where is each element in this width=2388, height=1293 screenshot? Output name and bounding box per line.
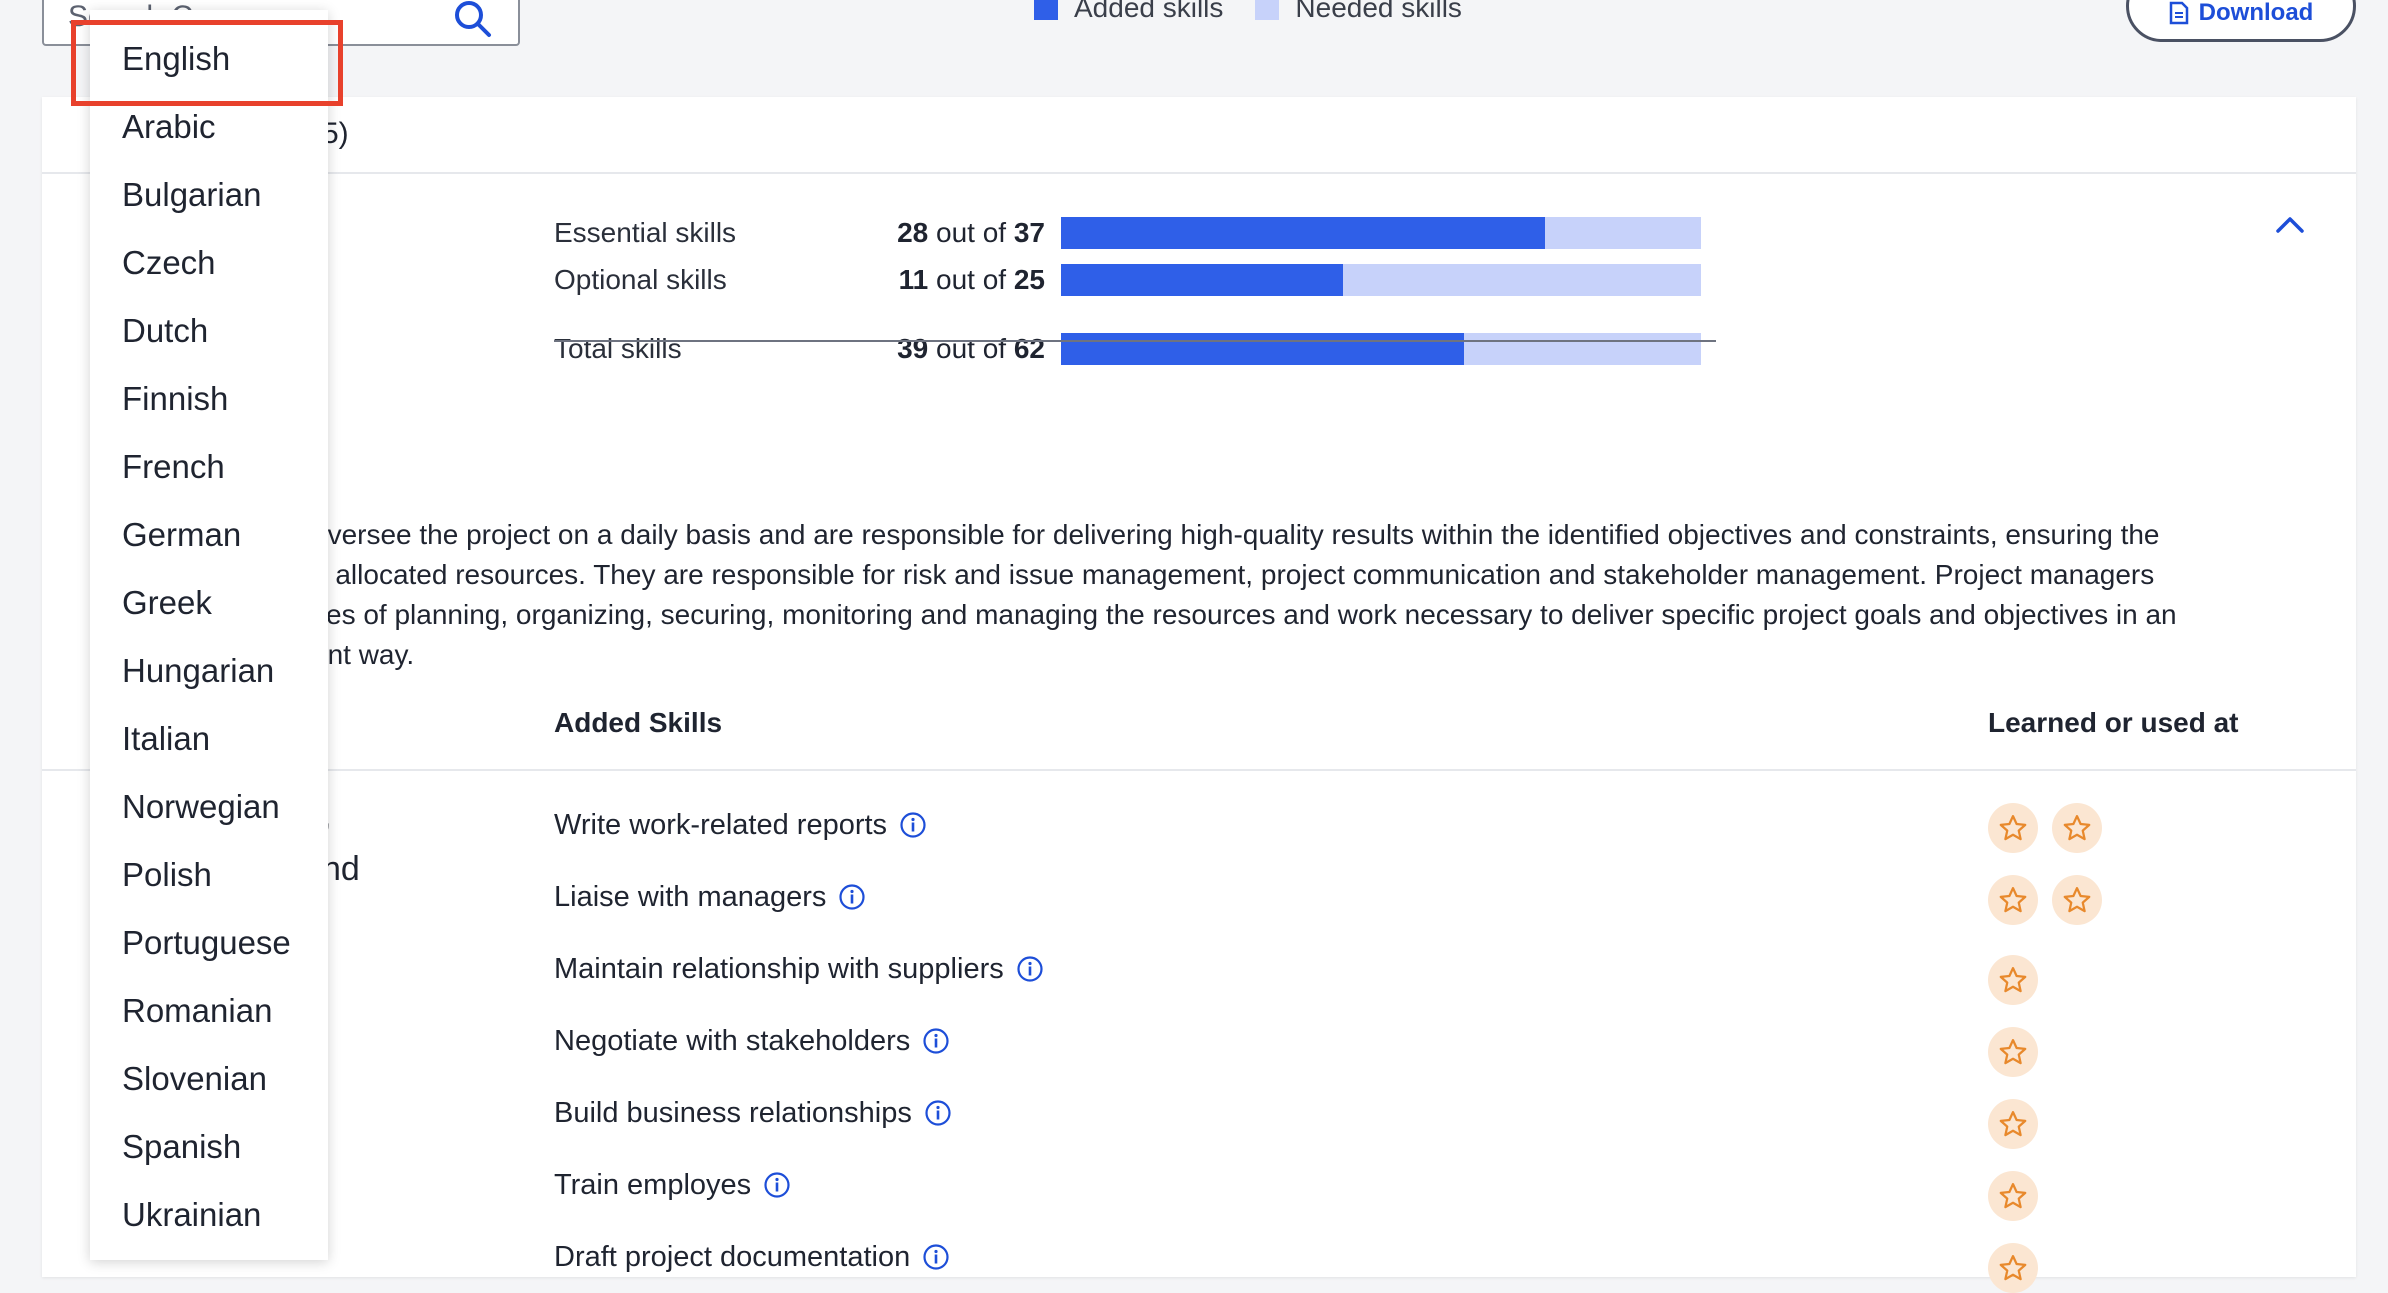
added-skill-name: Maintain relationship with suppliers [554,952,1004,985]
search-icon[interactable] [452,0,492,38]
skill-bar-track [1061,217,1701,249]
legend-needed: Needed skills [1255,0,1462,24]
skill-bar-count: 39 out of 62 [897,333,1045,364]
description-line: ent way. [312,639,415,670]
description-line: oversee the project on a daily basis and… [312,519,2160,550]
skill-bar-count: 11 out of 25 [898,264,1045,295]
added-skill-row: Train employes [554,1165,791,1205]
info-icon[interactable] [910,1027,950,1055]
language-option-slovenian[interactable]: Slovenian [122,1060,267,1097]
language-option-french[interactable]: French [122,448,225,485]
skill-bar-row: Optional skills 11 out of 25 [554,260,1701,300]
info-icon[interactable] [910,1243,950,1271]
info-icon[interactable] [912,1099,952,1127]
language-option-bulgarian[interactable]: Bulgarian [122,176,262,213]
star-icon[interactable] [2052,803,2102,853]
language-option-german[interactable]: German [122,516,242,553]
card-header: 5) [42,97,2356,174]
language-option-polish[interactable]: Polish [122,856,212,893]
language-option-norwegian[interactable]: Norwegian [122,788,280,825]
info-icon[interactable] [826,883,866,911]
legend-needed-label: Needed skills [1295,0,1462,23]
star-icon[interactable] [2052,875,2102,925]
added-skill-row: Draft project documentation [554,1237,950,1277]
star-icon[interactable] [1988,1027,2038,1077]
added-skill-name: Negotiate with stakeholders [554,1024,911,1057]
language-option-arabic[interactable]: Arabic [122,108,216,145]
added-skill-name: Build business relationships [554,1096,912,1129]
language-option-hungarian[interactable]: Hungarian [122,652,275,689]
language-option-portuguese[interactable]: Portuguese [122,924,291,961]
chart-legend: Added skills Needed skills [1034,0,1494,24]
added-skill-row: Liaise with managers [554,877,866,917]
language-option-czech[interactable]: Czech [122,244,216,281]
added-skill-row: Negotiate with stakeholders [554,1021,950,1061]
language-option-romanian[interactable]: Romanian [122,992,273,1029]
skill-bar-fill [1061,333,1464,365]
skill-bar-fill [1061,264,1343,296]
star-icon[interactable] [1988,1171,2038,1221]
chevron-up-icon[interactable] [2270,205,2310,245]
skill-bar-label: Essential skills [554,217,737,248]
left-text-fragment: nd [322,850,360,888]
skill-bar-count: 28 out of 37 [897,217,1045,248]
info-icon[interactable] [887,811,927,839]
info-icon[interactable] [751,1171,791,1199]
legend-added: Added skills [1034,0,1223,24]
added-skill-name: Liaise with managers [554,880,827,913]
skill-bar-row: Essential skills 28 out of 37 [554,213,1701,253]
language-option-finnish[interactable]: Finnish [122,380,229,417]
added-skill-row: Build business relationships [554,1093,952,1133]
skill-bar-label: Total skills [554,333,682,364]
added-skill-name: Train employes [554,1168,752,1201]
table-divider [42,769,2356,771]
star-icon[interactable] [1988,803,2038,853]
star-icon[interactable] [1988,875,2038,925]
added-skill-name: Write work-related reports [554,808,888,841]
description-line: e allocated resources. They are responsi… [312,559,2155,590]
learned-header: Learned or used at [1988,707,2239,738]
skill-bar-label: Optional skills [554,264,727,295]
skill-bar-track [1061,264,1701,296]
added-skill-row: Maintain relationship with suppliers [554,949,1044,989]
skill-bar-fill [1061,217,1546,249]
language-option-english[interactable]: English [122,40,231,77]
language-option-ukrainian[interactable]: Ukrainian [122,1196,262,1233]
skill-bar-row: Total skills 39 out of 62 [554,329,1701,369]
language-option-spanish[interactable]: Spanish [122,1128,242,1165]
download-label: Download [2198,0,2314,26]
star-icon[interactable] [1988,955,2038,1005]
star-icon[interactable] [1988,1099,2038,1149]
career-card: 5) Essential skills 28 out of 37 Optional … [42,97,2356,1293]
star-icon[interactable] [1988,1243,2038,1293]
document-icon [2169,1,2188,25]
download-button[interactable]: Download [2126,0,2356,42]
added-skills-header: Added Skills [554,707,723,738]
career-description: oversee the project on a daily basis and… [312,515,2352,675]
added-skill-row: Write work-related reports [554,805,927,845]
legend-needed-swatch [1255,0,1280,20]
added-skill-name: Draft project documentation [554,1240,911,1273]
language-option-dutch[interactable]: Dutch [122,312,209,349]
description-line: ties of planning, organizing, securing, … [312,599,2177,630]
bars-divider [554,340,1716,342]
info-icon[interactable] [1004,955,1044,983]
language-dropdown[interactable]: English Arabic Bulgarian Czech Dutch Finnish F… [90,10,328,1260]
legend-added-label: Added skills [1074,0,1224,23]
skill-bar-track [1061,333,1701,365]
language-option-greek[interactable]: Greek [122,584,212,621]
language-option-italian[interactable]: Italian [122,720,211,757]
legend-added-swatch [1034,0,1058,20]
